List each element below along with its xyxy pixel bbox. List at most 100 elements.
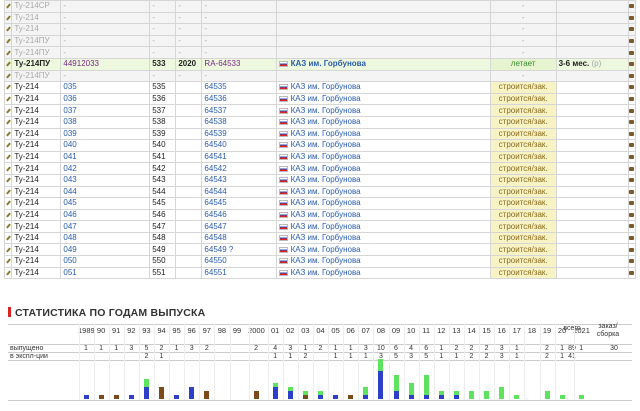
registration-link[interactable]: - bbox=[201, 46, 277, 59]
photo-camera-icon[interactable] bbox=[627, 57, 637, 71]
photo-camera-icon[interactable] bbox=[627, 162, 637, 175]
edit-pencil-icon[interactable] bbox=[3, 255, 13, 268]
operator-link[interactable]: КАЗ им. Горбунова bbox=[290, 117, 361, 127]
operator-cell[interactable]: КАЗ им. Горбунова bbox=[275, 243, 491, 257]
operator-link[interactable]: КАЗ им. Горбунова bbox=[290, 105, 361, 115]
photo-camera-icon[interactable] bbox=[627, 92, 637, 106]
operator-link[interactable]: КАЗ им. Горбунова bbox=[290, 152, 361, 162]
serial-number-link[interactable]: - bbox=[60, 0, 151, 13]
edit-pencil-icon[interactable] bbox=[3, 231, 13, 245]
operator-cell[interactable]: КАЗ им. Горбунова bbox=[275, 115, 491, 129]
photo-camera-icon[interactable] bbox=[627, 255, 637, 268]
registration-link[interactable]: 64548 bbox=[201, 231, 277, 245]
operator-cell[interactable]: КАЗ им. Горбунова bbox=[275, 197, 491, 210]
edit-pencil-icon[interactable] bbox=[3, 0, 13, 13]
edit-pencil-icon[interactable] bbox=[3, 104, 13, 117]
registration-link[interactable]: 64540 bbox=[201, 139, 277, 152]
registration-link[interactable]: - bbox=[201, 34, 277, 48]
edit-pencil-icon[interactable] bbox=[3, 197, 13, 210]
photo-camera-icon[interactable] bbox=[627, 150, 637, 164]
operator-cell[interactable]: КАЗ им. Горбунова bbox=[275, 92, 491, 106]
registration-link[interactable]: - bbox=[201, 0, 277, 13]
edit-pencil-icon[interactable] bbox=[3, 57, 13, 71]
operator-cell[interactable]: КАЗ им. Горбунова bbox=[275, 104, 491, 117]
operator-link[interactable]: КАЗ им. Горбунова bbox=[290, 163, 361, 173]
operator-link[interactable]: КАЗ им. Горбунова bbox=[290, 256, 361, 266]
serial-number-link[interactable]: 041 bbox=[60, 150, 151, 164]
registration-link[interactable]: 64537 bbox=[201, 104, 277, 117]
serial-number-link[interactable]: 050 bbox=[60, 255, 151, 268]
edit-pencil-icon[interactable] bbox=[3, 185, 13, 199]
registration-link[interactable]: 64544 bbox=[201, 185, 277, 199]
edit-pencil-icon[interactable] bbox=[3, 266, 13, 280]
edit-pencil-icon[interactable] bbox=[3, 127, 13, 141]
operator-cell[interactable]: КАЗ им. Горбунова bbox=[275, 81, 491, 94]
serial-number-link[interactable]: 051 bbox=[60, 266, 151, 280]
operator-link[interactable]: КАЗ им. Горбунова bbox=[290, 209, 361, 219]
operator-cell[interactable] bbox=[275, 11, 491, 25]
operator-link[interactable]: КАЗ им. Горбунова bbox=[290, 59, 366, 69]
edit-pencil-icon[interactable] bbox=[3, 173, 13, 187]
operator-cell[interactable]: КАЗ им. Горбунова bbox=[275, 266, 491, 280]
serial-number-link[interactable]: 037 bbox=[60, 104, 151, 117]
edit-pencil-icon[interactable] bbox=[3, 220, 13, 233]
operator-link[interactable]: КАЗ им. Горбунова bbox=[290, 244, 361, 254]
operator-cell[interactable] bbox=[275, 46, 491, 59]
serial-number-link[interactable]: 047 bbox=[60, 220, 151, 233]
operator-cell[interactable]: КАЗ им. Горбунова bbox=[275, 220, 491, 233]
operator-link[interactable]: КАЗ им. Горбунова bbox=[290, 94, 361, 104]
registration-link[interactable]: 64539 bbox=[201, 127, 277, 141]
photo-camera-icon[interactable] bbox=[627, 231, 637, 245]
operator-link[interactable]: КАЗ им. Горбунова bbox=[290, 128, 361, 138]
edit-pencil-icon[interactable] bbox=[3, 162, 13, 175]
serial-number-link[interactable]: 048 bbox=[60, 231, 151, 245]
serial-number-link[interactable]: 045 bbox=[60, 197, 151, 210]
edit-pencil-icon[interactable] bbox=[3, 208, 13, 222]
serial-number-link[interactable]: 040 bbox=[60, 139, 151, 152]
edit-pencil-icon[interactable] bbox=[3, 81, 13, 94]
serial-number-link[interactable]: 038 bbox=[60, 115, 151, 129]
photo-camera-icon[interactable] bbox=[627, 197, 637, 210]
edit-pencil-icon[interactable] bbox=[3, 92, 13, 106]
edit-pencil-icon[interactable] bbox=[3, 46, 13, 59]
serial-number-link[interactable]: 042 bbox=[60, 162, 151, 175]
photo-camera-icon[interactable] bbox=[627, 220, 637, 233]
operator-cell[interactable]: КАЗ им. Горбунова bbox=[275, 57, 491, 71]
operator-cell[interactable]: КАЗ им. Горбунова bbox=[275, 173, 491, 187]
registration-link[interactable]: 64550 bbox=[201, 255, 277, 268]
operator-link[interactable]: КАЗ им. Горбунова bbox=[290, 175, 361, 185]
operator-cell[interactable] bbox=[275, 0, 491, 13]
edit-pencil-icon[interactable] bbox=[3, 243, 13, 257]
registration-link[interactable]: 64541 bbox=[201, 150, 277, 164]
photo-camera-icon[interactable] bbox=[627, 11, 637, 25]
photo-camera-icon[interactable] bbox=[627, 266, 637, 280]
operator-cell[interactable]: КАЗ им. Горбунова bbox=[275, 185, 491, 199]
operator-cell[interactable]: КАЗ им. Горбунова bbox=[275, 150, 491, 164]
edit-pencil-icon[interactable] bbox=[3, 23, 13, 36]
registration-link[interactable]: 64536 bbox=[201, 92, 277, 106]
registration-link[interactable]: 64542 bbox=[201, 162, 277, 175]
photo-camera-icon[interactable] bbox=[627, 185, 637, 199]
operator-link[interactable]: КАЗ им. Горбунова bbox=[290, 267, 361, 277]
serial-number-link[interactable]: 043 bbox=[60, 173, 151, 187]
operator-link[interactable]: КАЗ им. Горбунова bbox=[290, 221, 361, 231]
photo-camera-icon[interactable] bbox=[627, 208, 637, 222]
edit-pencil-icon[interactable] bbox=[3, 11, 13, 25]
operator-link[interactable]: КАЗ им. Горбунова bbox=[290, 198, 361, 208]
operator-cell[interactable] bbox=[275, 23, 491, 36]
serial-number-link[interactable]: 036 bbox=[60, 92, 151, 106]
serial-number-link[interactable]: - bbox=[60, 23, 151, 36]
edit-pencil-icon[interactable] bbox=[3, 69, 13, 83]
registration-link[interactable]: RA-64533 bbox=[201, 57, 277, 71]
photo-camera-icon[interactable] bbox=[627, 243, 637, 257]
photo-camera-icon[interactable] bbox=[627, 81, 637, 94]
photo-camera-icon[interactable] bbox=[627, 0, 637, 13]
photo-camera-icon[interactable] bbox=[627, 23, 637, 36]
serial-number-link[interactable]: 44912033 bbox=[60, 57, 151, 71]
photo-camera-icon[interactable] bbox=[627, 104, 637, 117]
operator-cell[interactable]: КАЗ им. Горбунова bbox=[275, 127, 491, 141]
edit-pencil-icon[interactable] bbox=[3, 115, 13, 129]
photo-camera-icon[interactable] bbox=[627, 173, 637, 187]
serial-number-link[interactable]: - bbox=[60, 11, 151, 25]
operator-cell[interactable]: КАЗ им. Горбунова bbox=[275, 208, 491, 222]
